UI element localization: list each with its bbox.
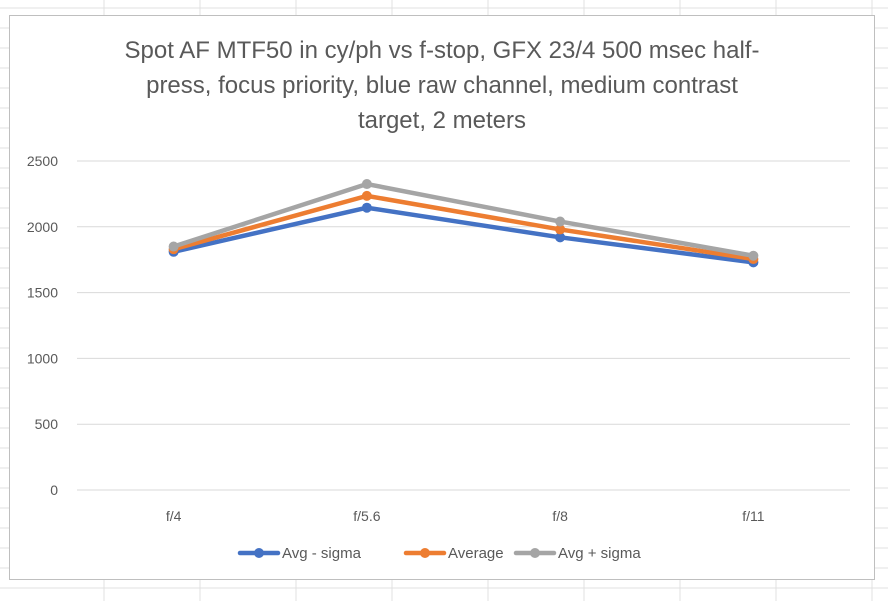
- data-point[interactable]: [361, 202, 372, 213]
- y-tick-label: 0: [50, 482, 58, 498]
- series-avg-sigma[interactable]: [168, 179, 759, 261]
- data-point[interactable]: [555, 232, 566, 243]
- y-tick-label: 1500: [27, 285, 58, 301]
- legend-marker: [530, 548, 540, 558]
- legend-entry[interactable]: Avg + sigma: [513, 545, 641, 562]
- x-tick-label: f/5.6: [353, 508, 380, 524]
- data-point[interactable]: [555, 224, 566, 235]
- legend-entry[interactable]: Avg - sigma: [237, 545, 362, 562]
- data-point[interactable]: [748, 250, 759, 261]
- legend-marker: [254, 548, 264, 558]
- x-tick-label: f/4: [166, 508, 182, 524]
- data-point[interactable]: [168, 241, 179, 252]
- legend-entry[interactable]: Average: [403, 545, 504, 562]
- chart-title: Spot AF MTF50 in cy/ph vs f-stop, GFX 23…: [124, 37, 760, 134]
- x-tick-label: f/11: [742, 508, 765, 524]
- legend-label: Avg + sigma: [558, 545, 641, 562]
- legend-label: Average: [448, 545, 504, 562]
- y-tick-label: 500: [35, 416, 59, 432]
- x-tick-label: f/8: [552, 508, 568, 524]
- chart-area[interactable]: [9, 15, 875, 580]
- y-tick-label: 2500: [27, 153, 58, 169]
- data-point[interactable]: [555, 216, 566, 227]
- data-point[interactable]: [361, 179, 372, 190]
- series-line[interactable]: [171, 193, 756, 262]
- legend-label: Avg - sigma: [282, 545, 362, 562]
- y-tick-label: 1000: [27, 350, 58, 366]
- series-line[interactable]: [171, 181, 756, 259]
- legend-marker: [420, 548, 430, 558]
- y-tick-label: 2000: [27, 219, 58, 235]
- series-line[interactable]: [171, 205, 756, 265]
- data-point[interactable]: [361, 190, 372, 201]
